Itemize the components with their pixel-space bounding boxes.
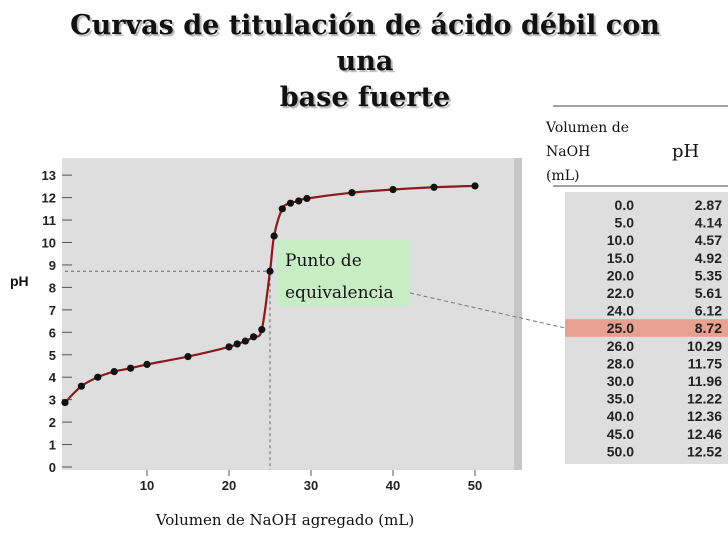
data-point-0 [61,398,69,407]
data-point-8 [233,340,241,348]
table-cell-ph-14: 12.52 [687,443,722,459]
guides [65,270,271,470]
data-table: Volumen de NaOH (mL) pH 0.0 2.87 5.0 4.14 10.0 4.… [545,105,728,464]
table-cell-volume-12: 40.0 [607,408,634,424]
y-tick-label-13: 13 [42,168,56,183]
table-cell-volume-13: 45.0 [607,426,634,442]
table-cell-volume-3: 15.0 [607,250,634,266]
y-tick-label-2: 2 [49,415,56,430]
titration-curve [64,184,476,404]
data-point-6 [184,352,192,361]
table-header-volume-line-1: Volumen de [545,120,629,136]
table-cell-ph-13: 12.46 [687,426,722,442]
equivalence-leader-line [409,292,566,329]
y-tick-label-11: 11 [42,213,56,228]
table-cell-volume-10: 30.0 [607,373,634,389]
table-cell-volume-7: 25.0 [607,320,634,336]
data-point-2 [94,373,102,381]
table-cell-volume-2: 10.0 [607,232,634,248]
plot-background [62,158,520,470]
chart-title: Curvas de titulación de ácido débil con … [40,8,690,116]
data-point-5 [143,360,151,369]
table-cell-ph-3: 4.92 [695,250,722,266]
data-point-16 [295,197,303,205]
table-cell-ph-2: 4.57 [695,232,722,248]
data-point-13 [270,232,278,240]
table-cell-volume-5: 22.0 [607,285,634,301]
table-cell-volume-9: 28.0 [607,355,634,371]
plot-panel [62,158,522,470]
table-header-ph: pH [672,141,699,162]
x-tick-label-30: 30 [304,478,318,493]
table-header-volume-line-3: (mL) [546,168,580,184]
annotation-layer: Punto de equivalencia [278,240,566,329]
table-cell-ph-9: 11.75 [688,355,722,371]
data-point-21 [471,182,479,190]
y-tick-label-9: 9 [49,258,56,273]
equivalence-label-box [278,240,410,306]
table-cell-ph-5: 5.61 [695,285,722,301]
table-cell-ph-11: 12.22 [687,391,722,407]
table-cell-ph-7: 8.72 [695,320,722,336]
y-tick-label-7: 7 [49,303,56,318]
y-tick-label-0: 0 [49,460,56,475]
y-axis-label: pH [10,273,29,289]
table-header-volume-line-2: NaOH [546,144,590,160]
data-point-9 [241,337,249,345]
data-point-4 [127,364,135,372]
data-point-18 [348,189,356,197]
table-cell-ph-10: 11.96 [688,373,722,389]
points-layer [61,182,479,407]
y-tick-label-4: 4 [49,370,57,385]
y-tick-label-3: 3 [49,393,56,408]
x-tick-label-10: 10 [140,478,154,493]
data-point-1 [77,382,85,390]
table-cell-volume-6: 24.0 [607,303,634,319]
y-tick-label-6: 6 [49,325,56,340]
data-point-14 [278,205,286,213]
table-cell-ph-0: 2.87 [695,197,722,213]
title-line-2: base fuerte [279,82,451,113]
data-point-19 [389,185,397,194]
table-cell-volume-11: 35.0 [607,391,634,407]
equivalence-label-line-1: Punto de [285,251,362,271]
table-cell-volume-1: 5.0 [615,215,635,231]
table-cell-ph-8: 10.29 [687,338,722,354]
table-cell-volume-8: 26.0 [607,338,634,354]
table-cell-ph-4: 5.35 [695,267,722,283]
data-point-12 [266,267,274,275]
y-tick-label-12: 12 [42,191,56,206]
table-cell-ph-12: 12.36 [687,408,722,424]
x-axis-label: Volumen de NaOH agregado (mL) [155,511,414,529]
table-cell-volume-4: 20.0 [607,267,634,283]
data-point-7 [225,343,233,351]
title-line-1: Curvas de titulación de ácido débil con … [70,10,660,77]
x-tick-label-20: 20 [222,478,236,493]
table-cell-volume-0: 0.0 [615,197,635,213]
y-tick-label-5: 5 [49,348,56,363]
table-cell-ph-6: 6.12 [695,303,722,319]
panel-right-edge [514,158,522,470]
data-point-15 [286,199,295,207]
table-cell-volume-14: 50.0 [607,443,634,459]
y-tick-label-1: 1 [49,438,56,453]
x-tick-label-50: 50 [468,478,482,493]
data-point-3 [110,367,118,376]
curve-layer [64,184,476,404]
y-tick-label-10: 10 [42,236,56,251]
data-point-11 [258,326,266,334]
x-tick-label-40: 40 [386,478,400,493]
table-row-highlight [565,319,728,337]
data-point-20 [430,183,438,191]
equivalence-label-line-2: equivalencia [285,283,394,303]
data-point-17 [303,194,311,203]
table-cell-ph-1: 4.14 [695,215,722,231]
data-point-10 [250,333,258,341]
y-tick-label-8: 8 [49,280,56,295]
